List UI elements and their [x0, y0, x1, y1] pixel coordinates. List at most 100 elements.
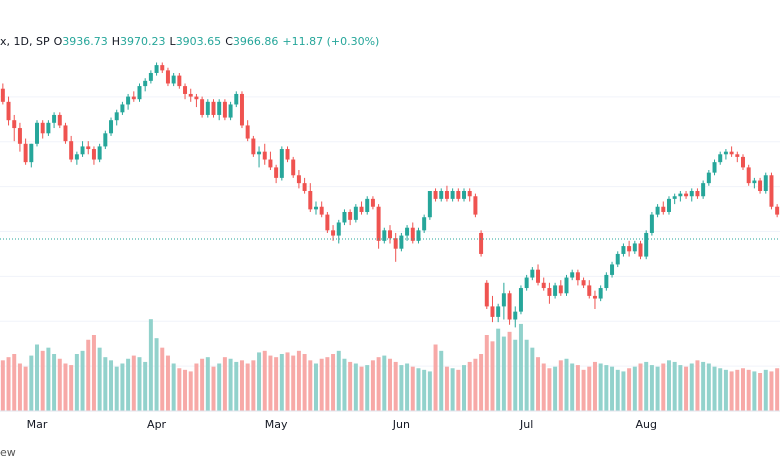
volume-bar — [678, 365, 683, 411]
candle-body — [29, 143, 34, 163]
candle-body — [245, 125, 250, 139]
volume-bar — [131, 355, 136, 411]
close-value: 3966.86 — [232, 34, 279, 48]
volume-bar — [103, 357, 108, 411]
volume-bar — [245, 363, 250, 411]
candle-body — [331, 230, 336, 236]
candle-body — [274, 167, 279, 178]
candle-body — [575, 272, 580, 281]
candle-body — [399, 235, 404, 249]
candle-body — [763, 175, 768, 191]
volume-bar — [518, 323, 523, 411]
volume-bar — [427, 371, 432, 411]
candle-body — [524, 277, 529, 289]
volume-bar — [376, 357, 381, 411]
candle-body — [148, 72, 153, 81]
candle-body — [729, 151, 734, 155]
candle-body — [188, 93, 193, 97]
volume-bar — [666, 360, 671, 411]
volume-bar — [570, 363, 575, 411]
candle-body — [444, 191, 449, 199]
candle-body — [0, 88, 5, 102]
volume-bar — [279, 354, 284, 411]
volume-bar — [729, 371, 734, 411]
volume-bar — [160, 347, 165, 411]
volume-bar — [285, 352, 290, 411]
volume-bar — [581, 369, 586, 411]
candle-body — [57, 114, 62, 126]
candle-body — [427, 191, 432, 218]
candle-body — [484, 282, 489, 307]
volume-bar — [205, 357, 210, 411]
candle-body — [467, 191, 472, 197]
volume-bar — [365, 365, 370, 411]
volume-bar — [40, 350, 45, 411]
volume-bar — [456, 369, 461, 411]
volume-bar — [604, 365, 609, 411]
candle-body — [46, 122, 51, 134]
candle-body — [450, 191, 455, 199]
candle-body — [291, 159, 296, 176]
candle-body — [735, 154, 740, 157]
volume-bar — [473, 358, 478, 411]
candle-body — [211, 101, 216, 115]
candle-body — [672, 196, 677, 199]
volume-bar — [137, 357, 142, 411]
volume-bar — [251, 360, 256, 411]
volume-bar — [234, 361, 239, 411]
volume-bar — [712, 366, 717, 411]
candle-body — [313, 206, 318, 210]
candle-body — [638, 243, 643, 257]
volume-bar — [342, 358, 347, 411]
volume-bar — [649, 365, 654, 411]
ohlc-legend: x, 1D, SP O 3936.73 H 3970.23 L 3903.65 C 39… — [0, 33, 379, 49]
candle-body — [103, 133, 108, 147]
volume-bar — [484, 335, 489, 411]
candle-body — [689, 191, 694, 197]
candle-body — [627, 246, 632, 252]
volume-bar — [558, 360, 563, 411]
candle-body — [171, 75, 176, 84]
candle-body — [143, 80, 148, 87]
volume-bar — [308, 360, 313, 411]
volume-bar — [684, 366, 689, 411]
volume-bar — [120, 363, 125, 411]
candle-body — [746, 167, 751, 184]
volume-bar — [239, 360, 244, 411]
volume-bar — [325, 357, 330, 411]
volume-bar — [496, 328, 501, 411]
volume-bar — [188, 371, 193, 411]
volume-bar — [536, 357, 541, 411]
volume-bar — [547, 368, 552, 411]
candle-body — [74, 154, 79, 160]
x-tick-label: Mar — [27, 418, 48, 431]
volume-bar — [177, 368, 182, 411]
candle-body — [615, 253, 620, 265]
open-label: O — [53, 34, 63, 48]
volume-bar — [69, 365, 74, 411]
volume-bar — [553, 366, 558, 411]
candle-body — [370, 198, 375, 207]
candle-body — [758, 180, 763, 191]
volume-bar — [718, 368, 723, 411]
candle-body — [160, 65, 165, 71]
candle-body — [661, 206, 666, 212]
candle-body — [604, 274, 609, 289]
volume-bar — [171, 363, 176, 411]
volume-bar — [775, 368, 780, 411]
candle-body — [40, 122, 45, 134]
volume-bar — [80, 350, 85, 411]
candle-body — [501, 293, 506, 307]
volume-bar — [638, 363, 643, 411]
volume-bar — [97, 347, 102, 411]
volume-bar — [450, 368, 455, 411]
candle-body — [114, 112, 119, 121]
volume-bar — [126, 358, 131, 411]
volume-bar — [723, 369, 728, 411]
candle-body — [268, 159, 273, 168]
candle-body — [388, 230, 392, 239]
candle-body — [678, 193, 683, 197]
volume-bar — [302, 354, 307, 411]
candle-body — [610, 264, 615, 275]
